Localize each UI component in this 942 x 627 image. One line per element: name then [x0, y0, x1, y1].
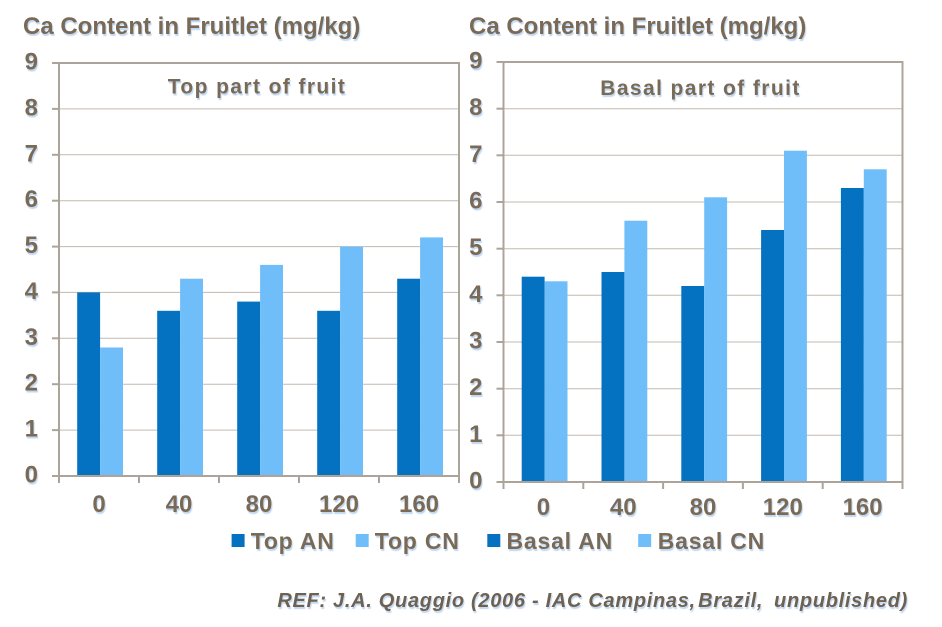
- svg-text:160: 160: [843, 494, 883, 521]
- svg-text:REF: J.A. Quaggio (2006 - IAC: REF: J.A. Quaggio (2006 - IAC Campinas, …: [277, 590, 908, 612]
- svg-text:8: 8: [469, 94, 482, 121]
- svg-text:Top AN: Top AN: [251, 528, 335, 554]
- svg-text:8: 8: [25, 94, 38, 121]
- svg-text:1: 1: [469, 421, 482, 448]
- svg-text:Ca Content in Fruitlet (mg/kg): Ca Content in Fruitlet (mg/kg): [23, 13, 360, 40]
- svg-text:9: 9: [469, 48, 482, 75]
- svg-text:Top CN: Top CN: [375, 528, 460, 554]
- svg-text:Ca Content in Fruitlet (mg/kg): Ca Content in Fruitlet (mg/kg): [469, 13, 806, 40]
- svg-text:0: 0: [92, 491, 105, 518]
- svg-text:Basal part of fruit: Basal part of fruit: [600, 77, 800, 100]
- svg-text:2: 2: [469, 374, 482, 401]
- svg-text:120: 120: [319, 491, 359, 518]
- svg-text:160: 160: [399, 491, 439, 518]
- svg-text:5: 5: [25, 232, 38, 259]
- svg-text:40: 40: [166, 491, 193, 518]
- svg-text:5: 5: [469, 234, 482, 261]
- svg-text:4: 4: [25, 278, 39, 305]
- svg-text:80: 80: [690, 494, 717, 521]
- svg-text:3: 3: [469, 328, 482, 355]
- svg-text:80: 80: [246, 491, 273, 518]
- svg-text:Top part of fruit: Top part of fruit: [168, 76, 347, 99]
- svg-text:0: 0: [25, 462, 38, 489]
- svg-text:4: 4: [469, 281, 483, 308]
- svg-text:0: 0: [537, 494, 550, 521]
- svg-text:6: 6: [25, 186, 38, 213]
- svg-text:3: 3: [25, 324, 38, 351]
- svg-text:Basal CN: Basal CN: [658, 528, 765, 554]
- svg-text:120: 120: [763, 494, 803, 521]
- svg-text:6: 6: [469, 188, 482, 215]
- svg-text:7: 7: [25, 140, 38, 167]
- svg-text:1: 1: [25, 416, 38, 443]
- svg-text:0: 0: [469, 468, 482, 495]
- svg-text:2: 2: [25, 370, 38, 397]
- svg-text:40: 40: [610, 494, 637, 521]
- svg-text:9: 9: [25, 49, 38, 76]
- svg-text:7: 7: [469, 141, 482, 168]
- svg-text:Basal AN: Basal AN: [507, 528, 614, 554]
